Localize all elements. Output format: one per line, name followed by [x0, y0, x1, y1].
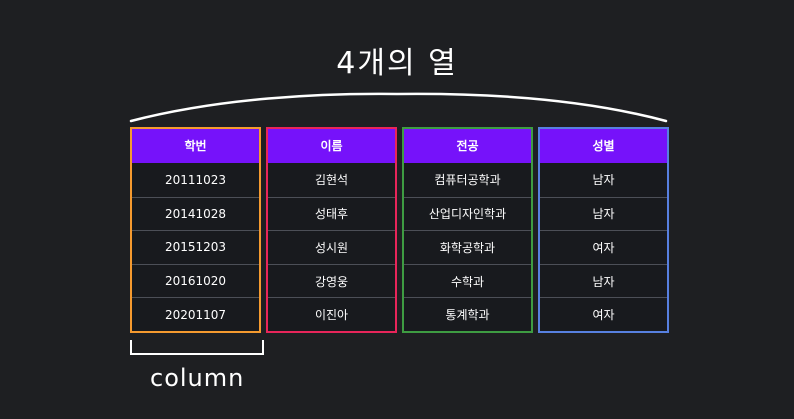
- column-header: 성별: [538, 127, 669, 163]
- column-student-id: 학번 20111023 20141028 20151203 20161020 2…: [130, 127, 261, 333]
- column-name: 이름 김현석 성태후 성시원 강영웅 이진아: [266, 127, 397, 333]
- table-cell: 여자: [538, 297, 669, 331]
- column-gender: 성별 남자 남자 여자 남자 여자: [538, 127, 669, 333]
- table-cell: 남자: [592, 173, 615, 188]
- column-header: 학번: [130, 127, 261, 163]
- table-cell: 성태후: [266, 196, 397, 231]
- table-cell: 20161020: [130, 263, 261, 298]
- column-header: 전공: [402, 127, 533, 163]
- table-cell: 여자: [538, 230, 669, 264]
- column-span-bracket: [130, 340, 264, 355]
- table-cell: 20151203: [130, 230, 261, 264]
- columns-span-brace: [129, 92, 668, 123]
- table-cell: 강영웅: [266, 263, 397, 298]
- table-cell: 김현석: [314, 173, 349, 188]
- table-cell: 20111023: [164, 172, 227, 187]
- table-cell: 20201107: [130, 297, 261, 331]
- table-cell: 산업디자인학과: [402, 196, 533, 231]
- table-cell: 통계학과: [402, 297, 533, 331]
- table-cell: 컴퓨터공학과: [434, 173, 501, 188]
- column-header: 이름: [266, 127, 397, 163]
- table-cell: 수학과: [402, 263, 533, 298]
- table-cell: 성시원: [266, 230, 397, 264]
- table-cell: 20141028: [130, 196, 261, 231]
- column-label: column: [150, 364, 245, 392]
- table-cell: 이진아: [266, 297, 397, 331]
- table-cell: 화학공학과: [402, 230, 533, 264]
- table-cell: 남자: [538, 263, 669, 298]
- table-cell: 남자: [538, 196, 669, 231]
- student-table: 학번 20111023 20141028 20151203 20161020 2…: [130, 127, 670, 333]
- column-major: 전공 컴퓨터공학과 산업디자인학과 화학공학과 수학과 통계학과: [402, 127, 533, 333]
- top-label: 4개의 열: [336, 46, 458, 81]
